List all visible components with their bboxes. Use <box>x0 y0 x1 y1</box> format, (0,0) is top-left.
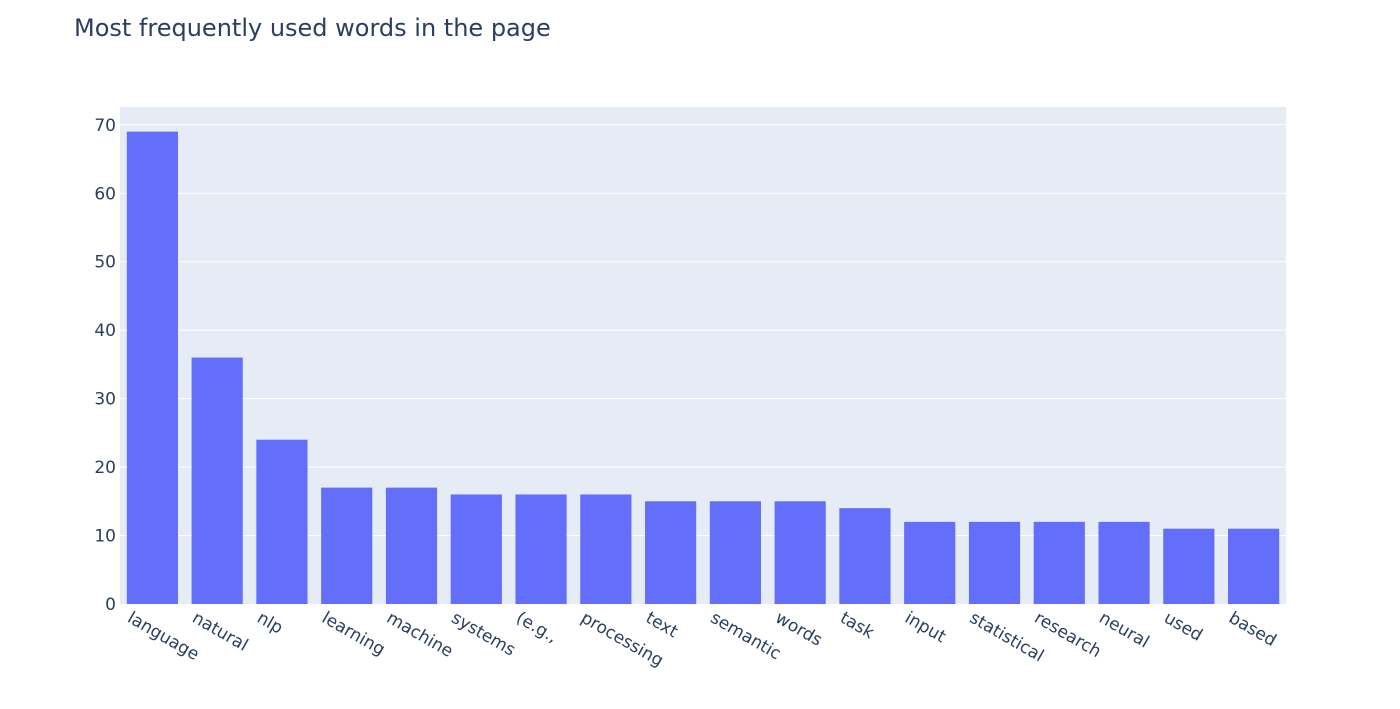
bar-2[interactable] <box>256 439 308 604</box>
bar-5[interactable] <box>450 494 502 604</box>
chart-title: Most frequently used words in the page <box>74 14 551 42</box>
bar-17[interactable] <box>1228 528 1280 604</box>
y-tick-label: 60 <box>94 184 116 204</box>
y-axis-ticks: 0 10 20 30 40 50 60 70 <box>94 116 116 615</box>
bar-12[interactable] <box>904 521 956 604</box>
y-tick-label: 50 <box>94 253 116 273</box>
bar-13[interactable] <box>968 521 1021 604</box>
bar-7[interactable] <box>580 494 632 604</box>
bars <box>126 131 1280 604</box>
bar-0[interactable] <box>126 131 178 604</box>
bar-11[interactable] <box>839 508 891 604</box>
x-tick-label: text <box>642 608 681 642</box>
bar-8[interactable] <box>645 501 697 604</box>
x-tick-label: neural <box>1096 608 1153 652</box>
bar-6[interactable] <box>515 494 567 604</box>
x-tick-label: semantic <box>707 608 784 664</box>
bar-10[interactable] <box>774 501 826 604</box>
bar-9[interactable] <box>709 501 761 604</box>
x-tick-label: input <box>901 608 949 647</box>
y-tick-label: 10 <box>94 527 116 547</box>
x-tick-label: systems <box>448 608 519 661</box>
y-tick-label: 20 <box>94 458 116 478</box>
gridlines <box>120 124 1286 537</box>
x-tick-label: nlp <box>253 608 286 638</box>
x-tick-label: task <box>836 608 877 643</box>
y-tick-label: 30 <box>94 390 116 410</box>
x-tick-label: based <box>1225 608 1279 651</box>
bar-4[interactable] <box>385 487 438 604</box>
plot-background <box>120 107 1286 604</box>
bar-1[interactable] <box>191 357 243 604</box>
y-tick-label: 40 <box>94 321 116 341</box>
bar-3[interactable] <box>321 487 373 604</box>
x-tick-label: (e.g., <box>513 608 561 647</box>
x-tick-label: learning <box>318 608 388 660</box>
bar-14[interactable] <box>1033 521 1085 604</box>
x-tick-label: used <box>1160 608 1205 646</box>
y-tick-label: 70 <box>94 116 116 136</box>
x-tick-label: language <box>124 608 203 665</box>
bar-16[interactable] <box>1163 528 1215 604</box>
y-tick-label: 0 <box>105 595 116 615</box>
bar-15[interactable] <box>1098 521 1150 604</box>
x-tick-label: machine <box>383 608 456 662</box>
